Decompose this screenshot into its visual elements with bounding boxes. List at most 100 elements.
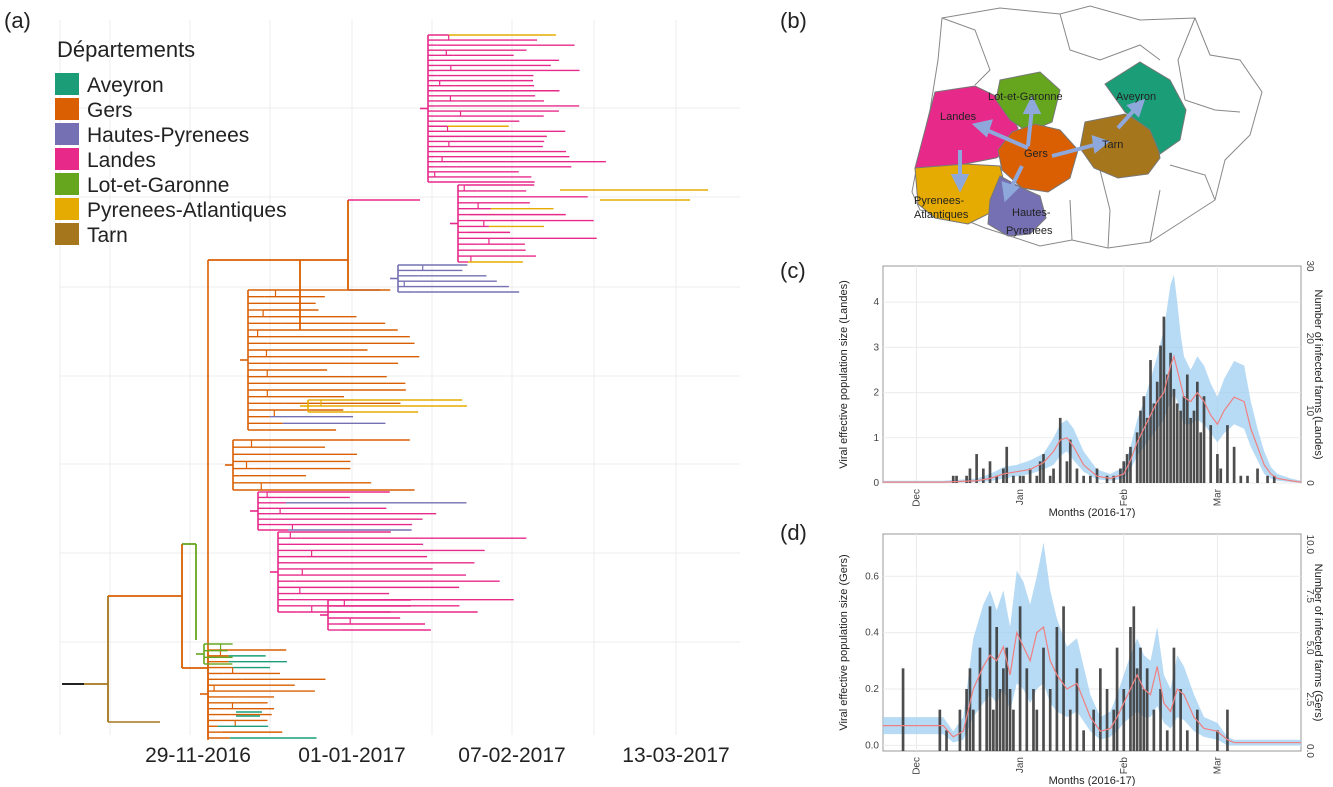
farm-count-bar: [1195, 709, 1199, 751]
farm-count-bar: [1185, 374, 1189, 483]
farm-count-bar: [995, 627, 999, 751]
farm-count-bar: [1266, 475, 1269, 483]
map-label-pyrenees-atlantiques-2: Atlantiques: [914, 209, 969, 221]
legend-swatch: [55, 173, 79, 195]
farm-count-bar: [1135, 668, 1139, 751]
farm-count-bar: [1142, 396, 1146, 483]
farm-count-bar: [968, 468, 972, 483]
farm-count-bar: [1002, 468, 1005, 483]
legend-swatch: [55, 223, 79, 245]
farm-count-bar: [1112, 709, 1116, 751]
farm-count-bar: [1055, 627, 1059, 751]
farm-count-bar: [955, 475, 958, 483]
farm-count-bar: [1132, 606, 1136, 751]
farm-count-bar: [1185, 730, 1189, 751]
farm-count-bar: [992, 709, 995, 751]
farm-count-bar: [1075, 468, 1079, 483]
farm-count-bar: [975, 454, 978, 483]
ne-median-line: [883, 625, 1301, 744]
map-departements: [914, 61, 1187, 237]
x-tick-label: Jan: [1015, 757, 1026, 773]
farm-count-bar: [1152, 709, 1156, 751]
y-right-tick-label: 30: [1304, 260, 1315, 272]
farm-count-bar: [1256, 468, 1259, 483]
farm-count-bar: [1169, 352, 1172, 483]
y-left-tick-label: 3: [873, 342, 879, 353]
panel-label-b: (b): [780, 8, 807, 33]
farm-count-bar: [1075, 668, 1079, 751]
farm-count-bar: [1012, 709, 1015, 751]
x-axis-title: Months (2016-17): [1049, 775, 1136, 786]
farm-count-bar: [1216, 730, 1219, 751]
farm-count-bar: [978, 647, 982, 751]
farm-count-bar: [1008, 689, 1012, 751]
y-axis-title-left: Viral effective population size (Gers): [838, 554, 850, 730]
phylogenetic-tree: Départements AveyronGersHautes-PyreneesL…: [55, 20, 740, 767]
map-labels: Landes Lot-et-Garonne Aveyron Gers Tarn …: [914, 91, 1156, 237]
farm-count-bar: [1025, 668, 1029, 751]
farm-count-bar: [1155, 381, 1159, 483]
legend-swatch: [55, 198, 79, 220]
farm-count-bar: [981, 468, 985, 483]
farm-count-bar: [1179, 410, 1182, 483]
y-axis-title-right: Number of infected farms (Gers): [1312, 564, 1324, 722]
farm-count-bar: [1035, 475, 1039, 483]
legend-swatch: [55, 98, 79, 120]
tree-grid: [59, 20, 740, 735]
farm-count-bar: [1092, 709, 1096, 751]
farm-count-bar: [1018, 475, 1022, 483]
farm-count-bar: [995, 475, 999, 483]
farm-count-bar: [1159, 689, 1162, 751]
y-left-tick-label: 0: [873, 478, 879, 489]
y-right-tick-label: 10.0: [1304, 535, 1315, 555]
farm-count-bar: [988, 606, 992, 751]
y-right-tick-label: 10: [1304, 405, 1315, 417]
y-left-tick-label: 0.4: [865, 628, 879, 639]
farm-count-bar: [988, 461, 992, 483]
farm-count-bar: [1165, 730, 1169, 751]
farm-count-bar: [1139, 410, 1142, 483]
farm-count-bar: [1152, 403, 1156, 483]
farm-count-bar: [1239, 475, 1243, 483]
farm-count-bar: [1005, 446, 1009, 483]
farm-count-bar: [985, 689, 989, 751]
map-label-lot-et-garonne: Lot-et-Garonne: [988, 91, 1063, 103]
map-label-aveyron: Aveyron: [1116, 91, 1156, 103]
farm-count-bar: [1129, 446, 1132, 483]
farm-count-bar: [1105, 689, 1109, 751]
farm-count-bar: [1272, 475, 1276, 483]
x-tick-label: Mar: [1212, 756, 1223, 774]
farm-count-bar: [1082, 475, 1085, 483]
farm-count-bar: [1175, 403, 1179, 483]
y-axis-title-left: Viral effective population size (Landes): [838, 280, 850, 469]
map-label-hautes-pyrenees-1: Hautes-: [1012, 207, 1051, 219]
farm-count-bar: [901, 668, 905, 751]
farm-count-bar: [1088, 475, 1092, 483]
tree-date-label: 29-11-2016: [145, 744, 251, 767]
y-left-tick-label: 4: [873, 297, 879, 308]
farm-count-bar: [965, 475, 968, 483]
farm-count-bar: [1232, 446, 1236, 483]
farm-count-bar: [1048, 475, 1052, 483]
x-tick-label: Feb: [1119, 757, 1130, 775]
farm-count-bar: [1018, 606, 1022, 751]
farm-count-bar: [1042, 647, 1045, 751]
farm-count-bar: [1035, 709, 1039, 751]
x-tick-label: Dec: [911, 489, 922, 507]
legend: Départements AveyronGersHautes-PyreneesL…: [55, 37, 287, 247]
farm-count-bar: [945, 730, 948, 751]
farm-count-bar: [1065, 461, 1069, 483]
tree-date-label: 07-02-2017: [458, 744, 565, 767]
y-left-tick-label: 0.2: [865, 684, 879, 695]
tree-date-label: 01-01-2017: [298, 744, 405, 767]
y-right-tick-label: 7.5: [1304, 589, 1315, 603]
farm-count-bar: [1119, 468, 1122, 483]
y-right-tick-label: 2.5: [1304, 692, 1315, 706]
legend-item-label: Pyrenees-Atlantiques: [87, 199, 287, 222]
farm-count-bar: [998, 689, 1002, 751]
farm-count-bar: [1038, 461, 1042, 483]
x-tick-label: Mar: [1212, 488, 1223, 506]
panel-label-d: (d): [780, 520, 807, 545]
farm-count-bar: [1032, 689, 1035, 751]
farm-count-bar: [1226, 425, 1229, 483]
